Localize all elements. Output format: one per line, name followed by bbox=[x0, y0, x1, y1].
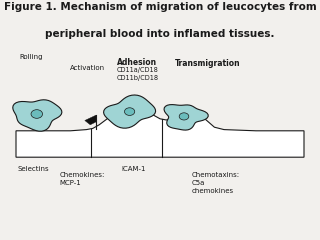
Text: Rolling: Rolling bbox=[19, 54, 43, 60]
Polygon shape bbox=[164, 105, 208, 130]
Circle shape bbox=[31, 110, 43, 118]
Text: Selectins: Selectins bbox=[18, 166, 49, 172]
Circle shape bbox=[179, 113, 189, 120]
Polygon shape bbox=[16, 109, 304, 157]
Text: Activation: Activation bbox=[70, 65, 106, 71]
Text: Figure 1. Mechanism of migration of leucocytes from: Figure 1. Mechanism of migration of leuc… bbox=[4, 2, 316, 12]
Text: Chemotaxins:
C5a
chemokines: Chemotaxins: C5a chemokines bbox=[192, 172, 240, 194]
Polygon shape bbox=[85, 115, 96, 125]
Text: Adhesion: Adhesion bbox=[117, 58, 157, 66]
Text: ICAM-1: ICAM-1 bbox=[122, 166, 146, 172]
Polygon shape bbox=[13, 100, 62, 131]
Text: Chemokines:
MCP-1: Chemokines: MCP-1 bbox=[59, 172, 105, 186]
Polygon shape bbox=[104, 95, 156, 128]
Text: peripheral blood into inflamed tissues.: peripheral blood into inflamed tissues. bbox=[45, 29, 275, 39]
Text: CD11a/CD18
CD11b/CD18: CD11a/CD18 CD11b/CD18 bbox=[117, 67, 159, 81]
Circle shape bbox=[124, 108, 135, 115]
Text: Transmigration: Transmigration bbox=[174, 59, 240, 68]
